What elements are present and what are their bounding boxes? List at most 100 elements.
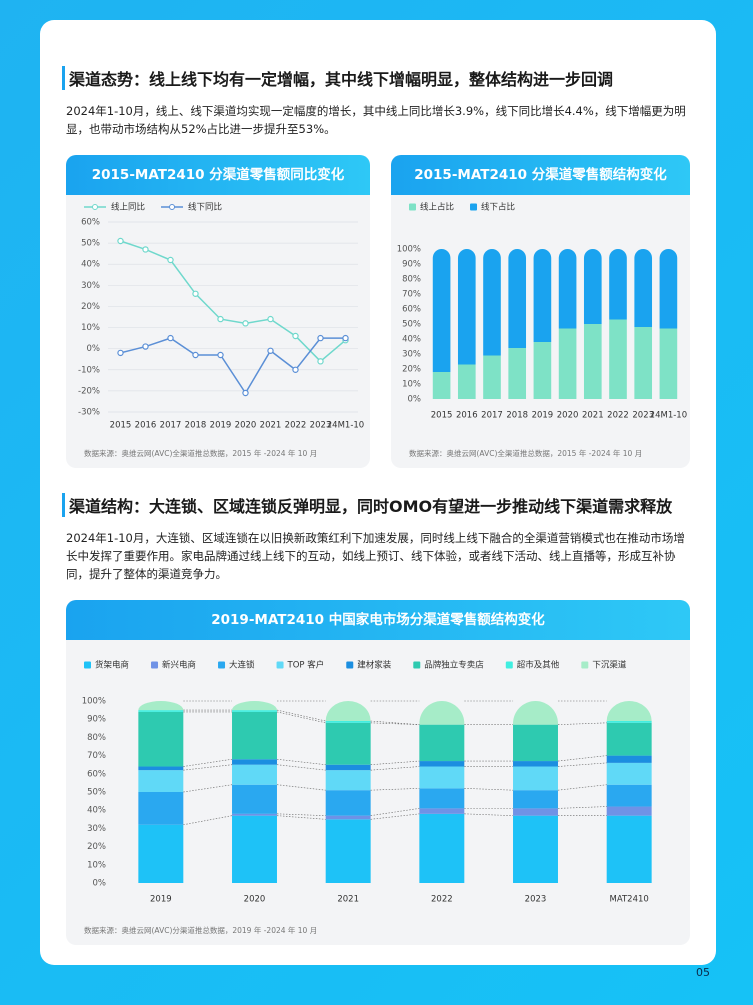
connector-line [183,815,233,826]
x-tick-label: 24M1-10 [650,411,687,421]
y-tick-label: 10% [402,380,421,390]
point [217,315,224,323]
bar-segment [325,701,371,722]
x-tick-label: 2022 [285,421,307,431]
y-tick-label: 60% [402,305,421,315]
x-tick-label: 2020 [244,895,266,905]
point [242,320,249,327]
bar-segment [138,701,184,711]
bar-segment [325,770,371,791]
bar-segment [457,249,476,365]
bar-segment [606,721,652,723]
y-tick-label: 90% [402,260,421,270]
point [317,334,324,342]
y-tick-label: 30% [81,281,100,291]
y-tick-label: -30% [78,408,100,418]
legend-label: 新兴电商 [162,660,196,671]
legend-label: 品牌独立专卖店 [424,660,484,671]
point [117,349,124,357]
y-tick-label: 10% [87,860,106,870]
legend-label: 下沉渠道 [592,660,627,671]
connector-line [557,784,607,791]
connector-line [370,766,420,771]
legend-swatch [346,661,354,669]
y-tick-label: 20% [87,842,106,852]
chart-title: 2019-MAT2410 中国家电市场分渠道零售额结构变化 [66,600,690,640]
point [217,351,224,359]
legend-swatch [581,661,589,669]
bar-segment [606,762,652,785]
bar-segment [609,319,627,399]
y-tick-label: 100% [397,245,421,255]
connector-line [370,808,420,816]
bar-segment [533,342,552,399]
bar-segment [232,759,277,765]
bar-segment [232,701,277,711]
point [242,389,249,397]
connector-line [370,788,420,791]
y-tick-label: 50% [87,788,106,798]
bar-segment [138,770,184,792]
connector-line [370,813,420,820]
chart-source: 数据来源：奥维云网(AVC)全渠道推总数据，2015 年 -2024 年 10 … [409,449,643,458]
bar-segment [513,766,558,791]
legend-swatch [413,661,421,669]
point [167,256,174,264]
paragraph: 2024年1-10月，线上、线下渠道均实现一定幅度的增长，其中线上同比增长3.9… [66,104,686,136]
bar-segment [609,249,627,320]
chart-title: 2015-MAT2410 分渠道零售额同比变化 [66,155,370,195]
bar-segment [606,722,652,756]
bar-segment [232,813,277,816]
x-tick-label: 2023 [525,895,547,905]
x-tick-label: 2023 [310,421,332,431]
bar-segment [325,722,371,765]
y-tick-label: 70% [402,290,421,300]
legend-swatch [276,661,284,669]
connector-line [276,758,326,765]
x-tick-label: 2021 [582,411,604,421]
line [120,240,346,363]
point [117,237,124,245]
bar-segment [138,710,184,712]
point [142,246,149,253]
point [192,290,199,297]
point [292,332,299,340]
connector-line [557,762,607,767]
point [317,358,324,365]
legend-label: 货架电商 [95,660,129,671]
x-tick-label: 2020 [235,421,257,431]
bar-segment [325,721,371,723]
x-tick-label: 2019 [532,411,554,421]
legend-swatch [92,204,98,210]
bar-segment [583,249,602,324]
bar-segment [513,808,558,816]
legend-label: 建材家装 [357,660,392,671]
y-tick-label: 0% [93,879,107,889]
bar-segment [138,766,184,771]
connector-line [464,788,514,791]
y-tick-label: 100% [82,697,106,707]
bar-segment [419,766,465,789]
y-tick-label: 10% [81,323,100,333]
bar-segment [558,328,577,399]
y-tick-label: 50% [402,320,421,330]
y-tick-label: 30% [402,350,421,360]
legend-label: 线下同比 [188,202,222,213]
bar-segment [606,701,652,722]
bar-segment [232,711,277,760]
x-tick-label: 2017 [481,411,503,421]
bar-segment [419,761,465,767]
section-heading: 渠道结构：大连锁、区域连锁反弹明显，同时OMO有望进一步推动线下渠道需求释放 [62,493,672,517]
bar-segment [419,788,465,809]
connector-line [557,755,607,762]
connector-line [276,815,326,820]
bar-segment [513,724,558,762]
bar-segment [419,813,465,883]
point [292,366,299,373]
bar-segment [533,249,552,342]
chart-panel: 2019-MAT2410 中国家电市场分渠道零售额结构变化 货架电商 新兴电商 大连锁… [66,600,690,945]
connector-line [276,813,326,816]
y-tick-label: 40% [81,260,100,270]
x-tick-label: 2019 [210,421,232,431]
connector-line [276,764,326,771]
